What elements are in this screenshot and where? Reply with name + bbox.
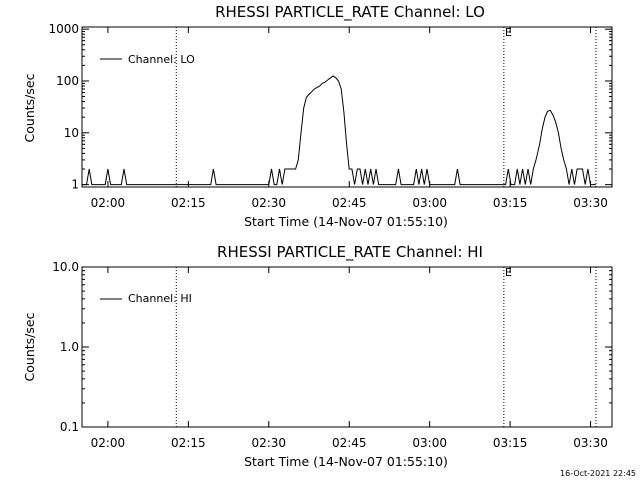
panel-lo-plot-frame: [81, 26, 613, 188]
panel-lo-series-line: [82, 75, 596, 186]
panel-lo-ytick-label: 1000: [48, 22, 79, 36]
panel-hi-xtick-label: 02:45: [332, 436, 367, 450]
panel-hi: RHESSI PARTICLE_RATE Channel: HI Start T…: [22, 243, 613, 469]
panel-hi-xtick-label: 03:15: [493, 436, 528, 450]
panel-lo-xtick-label: 02:00: [91, 196, 126, 210]
footer-timestamp: 16-Oct-2021 22:45: [560, 469, 636, 478]
panel-hi-legend-label: Channel: HI: [128, 292, 192, 305]
panel-lo-ytick-label: 10: [64, 126, 79, 140]
panel-hi-xtick-label: 03:00: [412, 436, 447, 450]
panel-lo-xtick-label: 02:30: [251, 196, 286, 210]
panel-lo-ytick-label: 1: [71, 178, 79, 192]
panel-lo-title: RHESSI PARTICLE_RATE Channel: LO: [215, 3, 485, 22]
panel-lo: RHESSI PARTICLE_RATE Channel: LO Start T…: [22, 3, 613, 229]
panel-hi-xtick-label: 02:00: [91, 436, 126, 450]
panel-hi-event-flag: E: [505, 266, 512, 279]
panel-hi-title: RHESSI PARTICLE_RATE Channel: HI: [217, 243, 483, 262]
panel-hi-xtick-label: 03:30: [573, 436, 608, 450]
panel-lo-event-flag: E: [505, 26, 512, 39]
panel-lo-xlabel: Start Time (14-Nov-07 01:55:10): [244, 214, 448, 229]
panel-lo-legend-label: Channel: LO: [128, 53, 195, 66]
panel-lo-xtick-label: 03:30: [573, 196, 608, 210]
panel-hi-xtick-label: 02:15: [171, 436, 206, 450]
panel-lo-xtick-label: 03:15: [493, 196, 528, 210]
panel-hi-ytick-label: 10.0: [52, 260, 79, 274]
panel-lo-xtick-label: 02:15: [171, 196, 206, 210]
panel-hi-xtick-label: 02:30: [251, 436, 286, 450]
panel-hi-xlabel: Start Time (14-Nov-07 01:55:10): [244, 454, 448, 469]
panel-lo-xtick-label: 03:00: [412, 196, 447, 210]
panel-hi-ytick-label: 0.1: [60, 420, 79, 434]
panel-lo-xtick-label: 02:45: [332, 196, 367, 210]
panel-hi-ytick-label: 1.0: [60, 340, 79, 354]
panel-hi-ylabel: Counts/sec: [22, 312, 37, 381]
panel-lo-ylabel: Counts/sec: [22, 73, 37, 142]
panel-lo-ytick-label: 100: [56, 74, 79, 88]
